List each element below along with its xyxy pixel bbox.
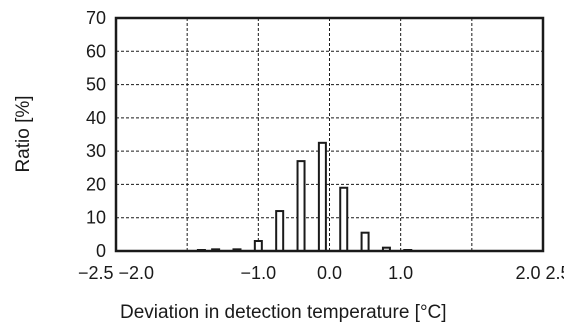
histogram-bar	[253, 240, 263, 252]
histogram-bar	[275, 210, 285, 252]
histogram-bar	[296, 160, 306, 252]
histogram-bar	[339, 186, 349, 252]
y-tick-label: 60	[86, 41, 106, 61]
histogram-bar	[317, 141, 327, 252]
y-tick-label: 10	[86, 208, 106, 228]
grid-lines	[116, 18, 543, 251]
x-tick-labels: −2.5 −2.0 −1.0 0.0 1.0 2.0 2.5	[78, 263, 564, 283]
x-tick-label: 1.0	[388, 263, 413, 283]
y-tick-label: 30	[86, 141, 106, 161]
x-tick-label: −2.5 −2.0	[78, 263, 154, 283]
y-tick-label: 40	[86, 108, 106, 128]
y-tick-label: 70	[86, 8, 106, 28]
y-tick-label: 20	[86, 174, 106, 194]
plot-frame	[114, 16, 545, 253]
histogram-bar	[360, 231, 370, 252]
x-tick-label: 0.0	[317, 263, 342, 283]
y-tick-label: 0	[96, 241, 106, 261]
y-tick-labels: 0 10 20 30 40 50 60 70	[86, 8, 106, 261]
y-tick-label: 50	[86, 75, 106, 95]
y-axis-title: Ratio [%]	[13, 95, 34, 172]
x-tick-label: −1.0	[241, 263, 277, 283]
x-tick-label: 2.0 2.5	[515, 263, 564, 283]
x-axis-title: Deviation in detection temperature [°C]	[120, 302, 447, 323]
bar-series	[196, 141, 413, 253]
